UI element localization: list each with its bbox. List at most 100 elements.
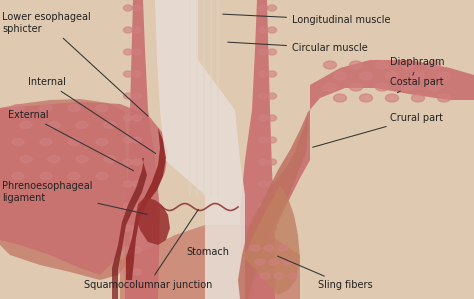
Ellipse shape [124, 71, 133, 77]
Ellipse shape [258, 27, 267, 33]
Text: Sling fibers: Sling fibers [278, 256, 372, 290]
Ellipse shape [124, 137, 133, 143]
Ellipse shape [133, 5, 142, 11]
Ellipse shape [124, 159, 133, 165]
Ellipse shape [40, 104, 52, 112]
Text: External: External [8, 110, 134, 171]
Ellipse shape [250, 245, 260, 251]
Ellipse shape [133, 181, 142, 187]
Ellipse shape [267, 181, 276, 187]
Ellipse shape [267, 49, 276, 55]
Ellipse shape [274, 273, 284, 279]
Ellipse shape [375, 61, 389, 69]
Polygon shape [238, 60, 474, 299]
Polygon shape [126, 128, 166, 280]
Ellipse shape [428, 83, 440, 91]
Ellipse shape [133, 137, 142, 143]
Ellipse shape [438, 72, 450, 80]
Ellipse shape [283, 259, 293, 265]
Ellipse shape [133, 203, 142, 209]
Ellipse shape [349, 61, 363, 69]
Polygon shape [143, 0, 245, 299]
Ellipse shape [255, 259, 265, 265]
Ellipse shape [133, 93, 142, 99]
Ellipse shape [124, 5, 133, 11]
Ellipse shape [385, 94, 399, 102]
Ellipse shape [278, 245, 288, 251]
Ellipse shape [267, 93, 276, 99]
Polygon shape [240, 0, 275, 299]
Ellipse shape [133, 269, 142, 275]
Polygon shape [0, 99, 130, 280]
Text: Squamocolumnar junction: Squamocolumnar junction [84, 209, 212, 290]
Ellipse shape [124, 247, 133, 253]
Ellipse shape [258, 269, 267, 275]
Ellipse shape [258, 225, 267, 231]
Polygon shape [120, 225, 300, 299]
Ellipse shape [124, 115, 133, 121]
Ellipse shape [267, 247, 276, 253]
Ellipse shape [133, 247, 142, 253]
Polygon shape [125, 0, 160, 299]
Text: Diaphragm: Diaphragm [390, 57, 445, 75]
Ellipse shape [428, 61, 440, 69]
Polygon shape [244, 185, 300, 295]
Ellipse shape [124, 225, 133, 231]
Ellipse shape [267, 225, 276, 231]
Ellipse shape [48, 121, 60, 129]
Ellipse shape [288, 273, 298, 279]
Ellipse shape [48, 155, 60, 162]
Ellipse shape [258, 203, 267, 209]
Ellipse shape [124, 269, 133, 275]
Ellipse shape [258, 159, 267, 165]
Ellipse shape [258, 93, 267, 99]
Ellipse shape [96, 104, 108, 112]
Ellipse shape [124, 203, 133, 209]
Ellipse shape [12, 138, 24, 146]
Ellipse shape [258, 181, 267, 187]
Ellipse shape [267, 115, 276, 121]
Ellipse shape [133, 49, 142, 55]
Ellipse shape [20, 155, 32, 162]
Polygon shape [0, 102, 168, 275]
Ellipse shape [411, 94, 425, 102]
Ellipse shape [68, 104, 80, 112]
Ellipse shape [96, 138, 108, 146]
Text: Circular muscle: Circular muscle [228, 42, 368, 53]
Ellipse shape [104, 155, 116, 162]
Ellipse shape [267, 203, 276, 209]
Ellipse shape [258, 5, 267, 11]
Ellipse shape [20, 121, 32, 129]
Ellipse shape [267, 27, 276, 33]
Ellipse shape [12, 173, 24, 179]
Ellipse shape [260, 273, 270, 279]
Ellipse shape [258, 115, 267, 121]
Text: Crural part: Crural part [313, 113, 443, 147]
Ellipse shape [104, 121, 116, 129]
Ellipse shape [133, 27, 142, 33]
Ellipse shape [124, 181, 133, 187]
Ellipse shape [359, 94, 373, 102]
Ellipse shape [267, 71, 276, 77]
Ellipse shape [124, 49, 133, 55]
Ellipse shape [40, 138, 52, 146]
Ellipse shape [133, 225, 142, 231]
Ellipse shape [264, 245, 274, 251]
Ellipse shape [269, 259, 279, 265]
Ellipse shape [68, 173, 80, 179]
Ellipse shape [12, 104, 24, 112]
Ellipse shape [96, 173, 108, 179]
Text: Phrenoesophageal
ligament: Phrenoesophageal ligament [2, 181, 147, 214]
Ellipse shape [334, 94, 346, 102]
Ellipse shape [133, 115, 142, 121]
Ellipse shape [438, 94, 450, 102]
Ellipse shape [401, 83, 414, 91]
Polygon shape [238, 112, 308, 299]
Ellipse shape [258, 137, 267, 143]
Ellipse shape [40, 173, 52, 179]
Ellipse shape [267, 137, 276, 143]
Text: Costal part: Costal part [390, 77, 444, 93]
Ellipse shape [133, 159, 142, 165]
Text: Longitudinal muscle: Longitudinal muscle [223, 14, 391, 25]
Polygon shape [112, 158, 147, 299]
